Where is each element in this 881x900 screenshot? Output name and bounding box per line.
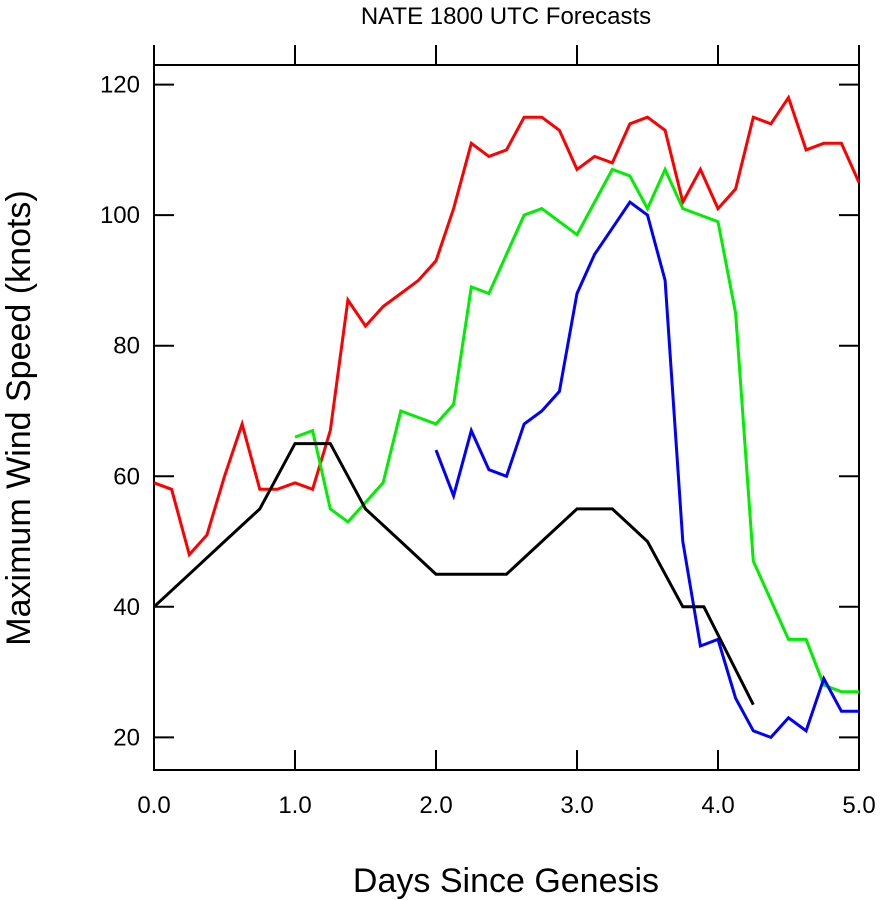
y-tick-label: 40 xyxy=(113,594,140,621)
x-tick-label: 3.0 xyxy=(560,792,593,819)
x-tick-label: 1.0 xyxy=(278,792,311,819)
y-tick-label: 80 xyxy=(113,333,140,360)
x-tick-label: 5.0 xyxy=(842,792,875,819)
x-tick-label: 0.0 xyxy=(137,792,170,819)
series-line-1 xyxy=(153,94,861,558)
axis-ticks: 0.0 1.0 2.0 3.0 4.0 5.0 20 40 60 80 100 120 xyxy=(100,45,876,819)
series-line-3 xyxy=(434,199,859,740)
y-tick-label: 120 xyxy=(100,72,140,99)
x-tick-label: 4.0 xyxy=(701,792,734,819)
series-line-2 xyxy=(294,165,859,694)
series-lines xyxy=(152,94,861,740)
y-tick-label: 20 xyxy=(113,724,140,751)
y-axis-title: Maximum Wind Speed (knots) xyxy=(0,190,38,645)
chart-title: NATE 1800 UTC Forecasts xyxy=(361,3,651,30)
plot-frame xyxy=(153,64,860,771)
y-tick-label: 100 xyxy=(100,202,140,229)
series-line-4 xyxy=(152,442,755,706)
x-tick-label: 2.0 xyxy=(419,792,452,819)
x-axis-title: Days Since Genesis xyxy=(353,862,659,900)
y-tick-label: 60 xyxy=(113,463,140,490)
